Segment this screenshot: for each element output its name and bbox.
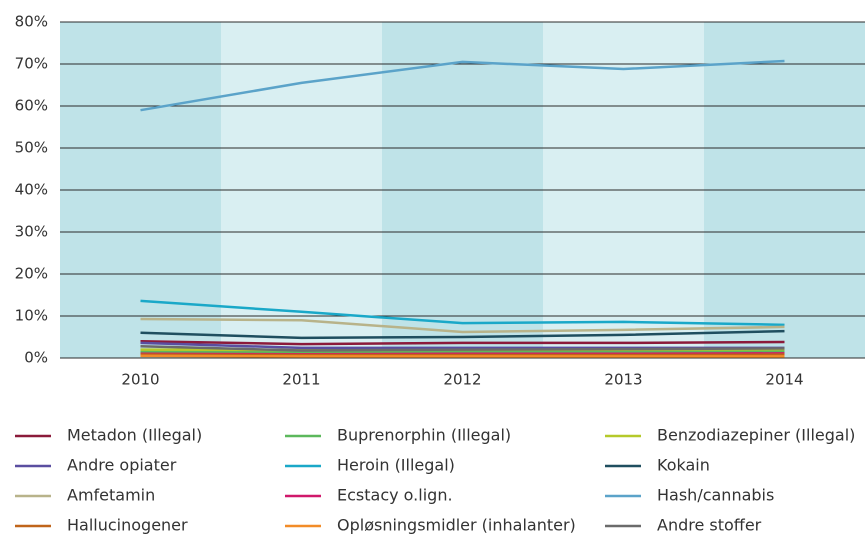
y-tick-label: 40%: [15, 181, 48, 199]
series-line: [140, 339, 785, 346]
x-tick-label: 2012: [443, 371, 481, 389]
legend-label: Buprenorphin (Illegal): [337, 426, 511, 445]
series-line: [140, 350, 785, 354]
x-tick-label: 2010: [121, 371, 159, 389]
y-tick-label: 20%: [15, 265, 48, 283]
series-line: [140, 299, 785, 327]
legend-label: Hallucinogener: [67, 516, 188, 535]
legend-label: Ecstacy o.lign.: [337, 486, 453, 505]
series-line: [140, 59, 785, 112]
series-line: [140, 329, 785, 340]
x-tick-label: 2013: [604, 371, 642, 389]
x-tick-label: 2011: [282, 371, 320, 389]
legend-label: Hash/cannabis: [657, 486, 774, 505]
y-tick-label: 0%: [24, 349, 48, 367]
y-tick-label: 80%: [15, 13, 48, 31]
legend-label: Kokain: [657, 456, 710, 475]
legend-label: Opløsningsmidler (inhalanter): [337, 516, 576, 535]
x-tick-label: 2014: [765, 371, 803, 389]
y-tick-label: 70%: [15, 55, 48, 73]
y-tick-label: 50%: [15, 139, 48, 157]
series-line: [140, 344, 785, 352]
y-tick-label: 30%: [15, 223, 48, 241]
legend-label: Metadon (Illegal): [67, 426, 202, 445]
legend-label: Benzodiazepiner (Illegal): [657, 426, 855, 445]
series-line: [140, 317, 785, 334]
legend-label: Amfetamin: [67, 486, 155, 505]
legend-label: Heroin (Illegal): [337, 456, 455, 475]
y-tick-label: 60%: [15, 97, 48, 115]
legend-label: Andre stoffer: [657, 516, 762, 535]
y-tick-label: 10%: [15, 307, 48, 325]
legend-label: Andre opiater: [67, 456, 177, 475]
